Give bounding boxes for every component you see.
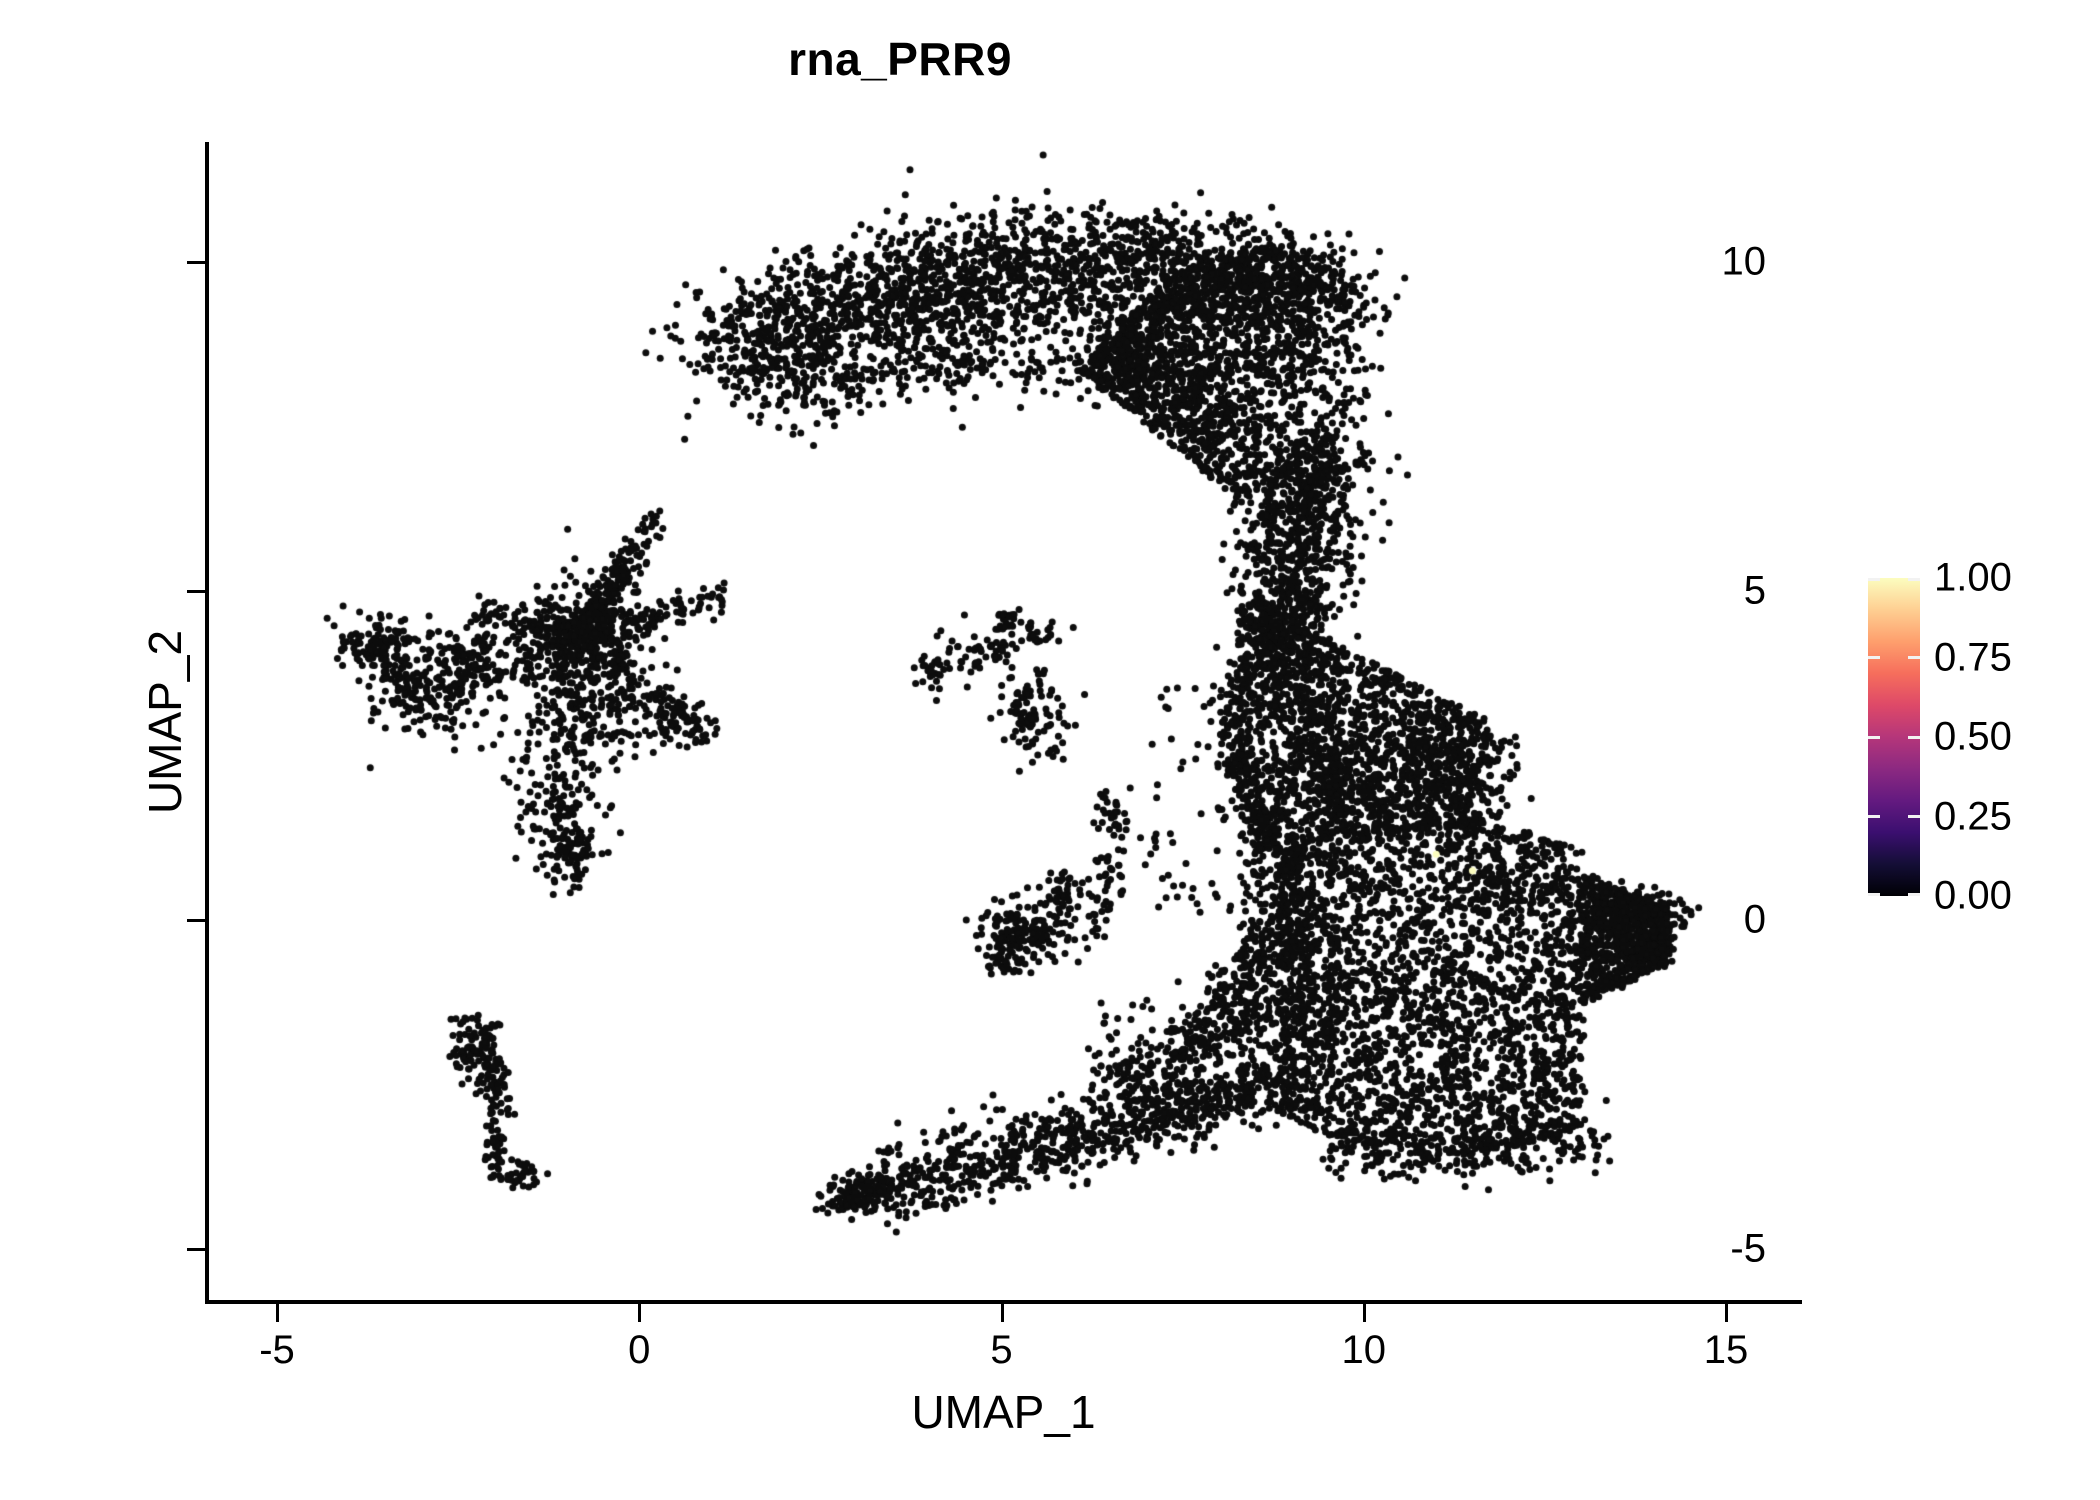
colorbar-tick-mark [1868,735,1880,739]
x-tick-label: -5 [259,1328,295,1372]
colorbar-tick-mark [1908,656,1920,659]
page-title: rna_PRR9 [788,33,1012,85]
x-tick-mark [1000,1304,1004,1322]
y-tick-mark [187,1248,205,1251]
colorbar[interactable] [1868,578,1920,896]
x-tick-mark [1725,1304,1728,1322]
colorbar-tick-label: 0.25 [1934,794,2012,838]
y-tick-label: 0 [1743,897,1766,942]
color-legend: 1.00 0.75 0.50 0.25 0.00 [1868,556,2078,918]
colorbar-tick-mark [1908,893,1920,896]
y-tick-label: -5 [1730,1226,1766,1271]
y-tick-mark [187,919,205,922]
x-tick-mark [276,1304,279,1322]
x-tick-label: 5 [990,1328,1013,1372]
x-axis-line [205,1300,1802,1304]
x-axis-label: UMAP_1 [911,1386,1096,1438]
colorbar-tick-mark [1908,578,1920,581]
colorbar-tick-mark [1868,656,1880,659]
colorbar-tick-label: 1.00 [1934,555,2012,600]
x-axis-ticks: -5 0 5 10 15 [205,1300,1802,1380]
y-tick-mark [187,590,205,593]
scatter-points-canvas [205,142,1800,1302]
y-axis-label: UMAP_2 [139,629,192,815]
colorbar-tick-mark [1868,893,1880,896]
x-tick-mark [638,1304,642,1322]
y-tick-mark [187,261,205,264]
y-tick-label: 10 [1721,239,1767,284]
x-tick-label: 15 [1703,1328,1749,1372]
colorbar-tick-mark [1908,815,1920,818]
colorbar-tick-mark [1868,815,1880,818]
colorbar-tick-label: 0.00 [1934,873,2012,918]
x-tick-label: 10 [1341,1328,1387,1372]
x-tick-label: 0 [628,1328,651,1372]
colorbar-tick-mark [1868,578,1880,581]
colorbar-tick-label: 0.50 [1934,714,2012,759]
y-tick-label: 5 [1743,568,1766,613]
colorbar-tick-label: 0.75 [1934,635,2012,679]
plot-panel: -5 0 5 10 UMAP_2 [139,142,1800,1302]
colorbar-tick-mark [1908,735,1920,739]
x-tick-mark [1362,1304,1366,1322]
